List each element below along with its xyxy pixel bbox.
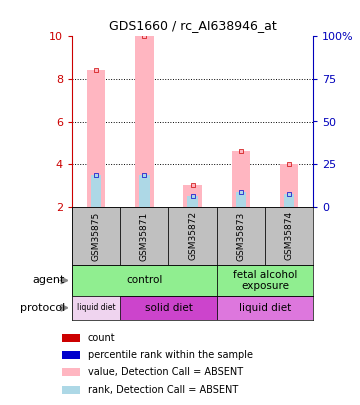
- Text: percentile rank within the sample: percentile rank within the sample: [88, 350, 253, 360]
- Text: rank, Detection Call = ABSENT: rank, Detection Call = ABSENT: [88, 385, 238, 395]
- Bar: [62, 334, 80, 342]
- Bar: [72, 265, 217, 296]
- Bar: [120, 207, 168, 265]
- Bar: [72, 296, 120, 320]
- Bar: [62, 368, 80, 375]
- Text: GSM35872: GSM35872: [188, 211, 197, 260]
- Text: GSM35871: GSM35871: [140, 211, 149, 260]
- Bar: [62, 351, 80, 359]
- Bar: [87, 70, 105, 207]
- Text: liquid diet: liquid diet: [239, 303, 291, 313]
- Bar: [135, 36, 153, 207]
- Bar: [217, 265, 313, 296]
- Text: protocol: protocol: [19, 303, 65, 313]
- Bar: [265, 207, 313, 265]
- Bar: [72, 207, 120, 265]
- Bar: [232, 151, 250, 207]
- Bar: [217, 207, 265, 265]
- Text: agent: agent: [32, 275, 65, 286]
- Bar: [91, 175, 102, 207]
- Text: control: control: [126, 275, 163, 286]
- Text: GSM35873: GSM35873: [236, 211, 246, 260]
- Text: fetal alcohol
exposure: fetal alcohol exposure: [233, 270, 297, 291]
- Text: liquid diet: liquid diet: [77, 303, 116, 312]
- Text: solid diet: solid diet: [145, 303, 192, 313]
- Bar: [235, 192, 246, 207]
- Text: GSM35874: GSM35874: [284, 211, 293, 260]
- Bar: [187, 196, 198, 207]
- Bar: [217, 296, 313, 320]
- Bar: [184, 185, 202, 207]
- Text: value, Detection Call = ABSENT: value, Detection Call = ABSENT: [88, 367, 243, 377]
- Bar: [284, 194, 294, 207]
- Bar: [139, 175, 150, 207]
- Bar: [120, 296, 217, 320]
- Bar: [168, 207, 217, 265]
- Title: GDS1660 / rc_AI638946_at: GDS1660 / rc_AI638946_at: [109, 19, 276, 32]
- Bar: [62, 386, 80, 394]
- Text: count: count: [88, 333, 115, 343]
- Text: GSM35875: GSM35875: [91, 211, 100, 260]
- Bar: [280, 164, 298, 207]
